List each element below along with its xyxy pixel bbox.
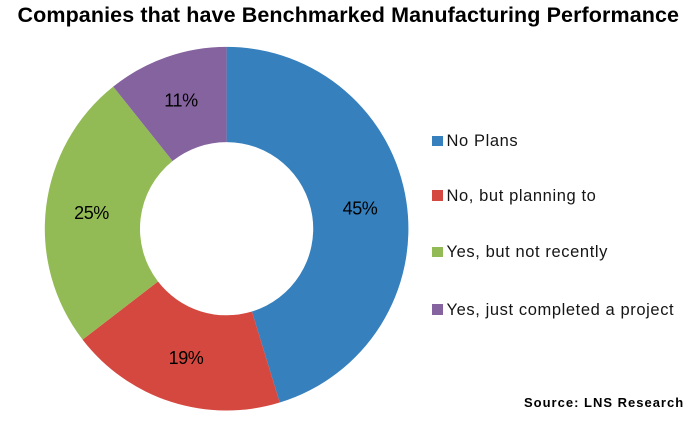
svg-text:25%: 25%: [74, 203, 109, 223]
svg-text:19%: 19%: [169, 348, 204, 368]
svg-text:11%: 11%: [164, 91, 198, 111]
svg-text:45%: 45%: [343, 199, 378, 219]
